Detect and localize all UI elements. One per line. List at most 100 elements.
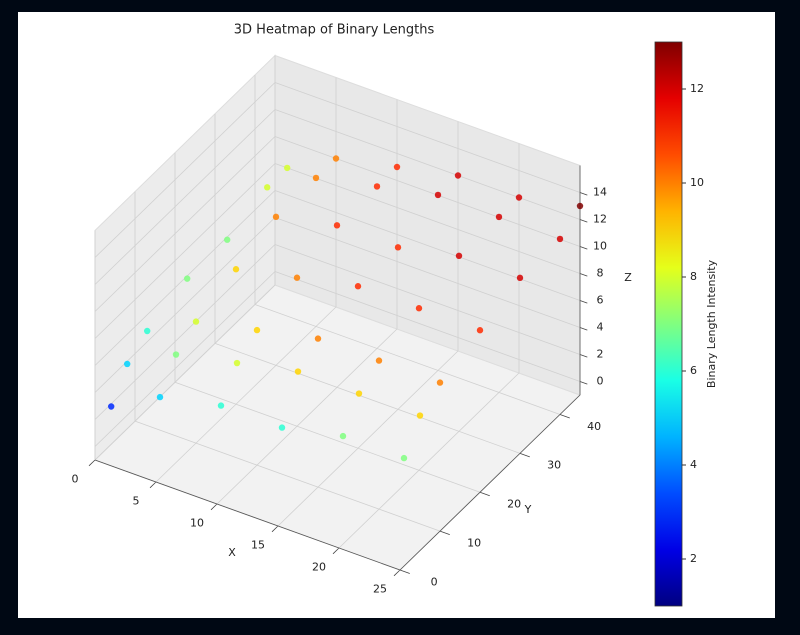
point: [394, 244, 402, 251]
y-tick-label: 0: [431, 575, 438, 588]
y-tick-label: 30: [547, 459, 561, 472]
chart-title: 3D Heatmap of Binary Lengths: [234, 23, 435, 38]
z-axis-label: Z: [624, 271, 632, 284]
point: [294, 368, 302, 375]
grid-line: [338, 372, 520, 549]
grid-line: [94, 109, 276, 285]
colorbar-tick-label: 4: [690, 458, 697, 471]
x-axis-label: X: [228, 546, 236, 559]
grid-line: [254, 304, 561, 415]
z-tick: [579, 219, 588, 223]
z-tick-label: 10: [593, 240, 607, 253]
point: [400, 454, 408, 462]
point: [373, 183, 381, 190]
grid-line: [216, 328, 398, 505]
grid-line: [274, 82, 581, 193]
y-tick: [479, 491, 490, 497]
point: [253, 326, 261, 334]
x-tick-label: 5: [133, 494, 140, 507]
colorbar-tick-label: 6: [690, 364, 697, 377]
point: [156, 393, 164, 401]
z-tick-label: 14: [593, 186, 607, 199]
grid-line: [94, 136, 276, 312]
colorbar: [654, 41, 683, 607]
z-tick: [579, 327, 588, 331]
point: [333, 222, 341, 229]
colorbar-label: Binary Length Intensity: [705, 259, 718, 388]
point: [495, 213, 503, 221]
grid-line: [214, 342, 521, 454]
point: [455, 252, 463, 260]
point: [232, 266, 240, 273]
x-tick: [210, 503, 218, 511]
y-tick: [519, 452, 530, 458]
x-tick: [393, 569, 401, 577]
grid-line: [274, 244, 581, 355]
z-tick: [579, 300, 588, 304]
point: [264, 184, 271, 191]
z-tick-label: 6: [597, 294, 604, 307]
grid-line: [94, 284, 276, 461]
grid-line: [94, 271, 276, 447]
point: [355, 390, 363, 397]
point: [332, 155, 340, 162]
z-tick: [579, 273, 588, 277]
point: [415, 305, 423, 312]
point: [354, 283, 362, 290]
point: [556, 235, 564, 243]
x-tick-label: 15: [251, 538, 265, 551]
point: [476, 327, 484, 334]
x-axis-line: [94, 459, 401, 571]
y-tick: [559, 414, 570, 419]
x-tick-label: 25: [373, 582, 387, 595]
point: [576, 202, 584, 210]
point: [184, 275, 191, 282]
point: [108, 403, 115, 410]
z-tick-label: 8: [597, 267, 604, 280]
point: [217, 402, 225, 409]
point: [192, 318, 200, 325]
y-tick-label: 20: [507, 498, 521, 511]
grid-line: [155, 306, 337, 483]
z-tick-label: 2: [597, 348, 604, 361]
y-tick-label: 40: [587, 420, 601, 433]
grid-line: [94, 244, 276, 420]
point: [436, 379, 444, 386]
colorbar-tick-label: 8: [690, 270, 697, 283]
grid-line: [274, 163, 581, 274]
grid-line: [94, 82, 276, 258]
grid-line: [274, 271, 581, 382]
grid-line: [274, 136, 581, 247]
point: [224, 236, 231, 243]
point: [434, 191, 442, 199]
point: [454, 172, 462, 179]
x-tick: [88, 459, 96, 467]
grid-line: [277, 350, 459, 527]
point: [172, 351, 180, 358]
x-tick: [332, 547, 340, 555]
point: [416, 412, 424, 419]
y-axis-line: [399, 394, 581, 571]
point: [516, 274, 524, 282]
x-tick-label: 20: [312, 560, 326, 573]
point: [312, 174, 320, 182]
z-tick-label: 4: [597, 321, 604, 334]
x-tick-label: 0: [72, 472, 79, 485]
y-axis-label: Y: [524, 503, 532, 516]
x-tick: [149, 481, 157, 489]
y-tick-label: 10: [467, 536, 481, 549]
point: [314, 335, 322, 342]
grid-line: [274, 190, 581, 301]
point: [144, 327, 151, 335]
point: [515, 194, 523, 201]
z-tick: [579, 192, 588, 196]
point: [293, 274, 301, 281]
grid-line: [134, 420, 441, 532]
point: [339, 432, 347, 440]
x-tick-label: 10: [190, 516, 204, 529]
point: [124, 360, 131, 368]
z-tick-label: 12: [593, 213, 607, 226]
z-tick-label: 0: [597, 375, 604, 388]
colorbar-tick-label: 12: [690, 82, 704, 95]
